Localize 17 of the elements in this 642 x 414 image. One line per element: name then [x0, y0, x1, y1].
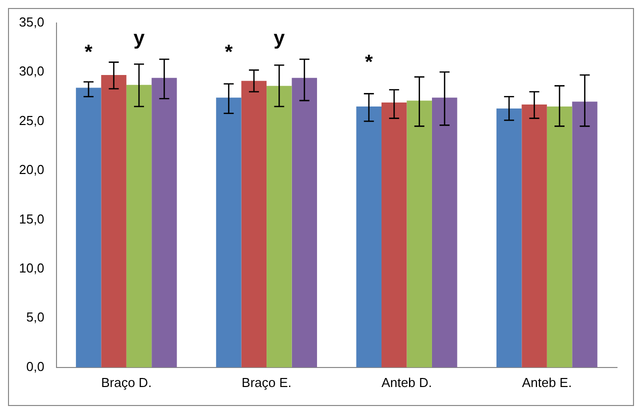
annotation: y: [274, 27, 286, 50]
y-tick-label: 20,0: [18, 162, 44, 178]
annotation: y: [133, 27, 146, 50]
x-tick-label: Braço D.: [101, 374, 152, 390]
x-tick-label: Braço E.: [242, 374, 292, 390]
y-tick-label: 25,0: [18, 112, 44, 128]
x-tick-label: Anteb E.: [522, 374, 572, 390]
annotation: *: [224, 41, 233, 64]
y-tick-label: 10,0: [18, 260, 44, 276]
y-tick-label: 30,0: [18, 64, 44, 79]
y-tick-label: 5,0: [26, 310, 44, 325]
y-tick-label: 15,0: [18, 211, 44, 226]
annotation: *: [84, 41, 93, 64]
y-tick-label: 35,0: [18, 14, 44, 30]
annotation: *: [364, 51, 373, 74]
x-tick-label: Anteb D.: [381, 374, 432, 390]
y-tick-label: 0,0: [26, 358, 44, 374]
